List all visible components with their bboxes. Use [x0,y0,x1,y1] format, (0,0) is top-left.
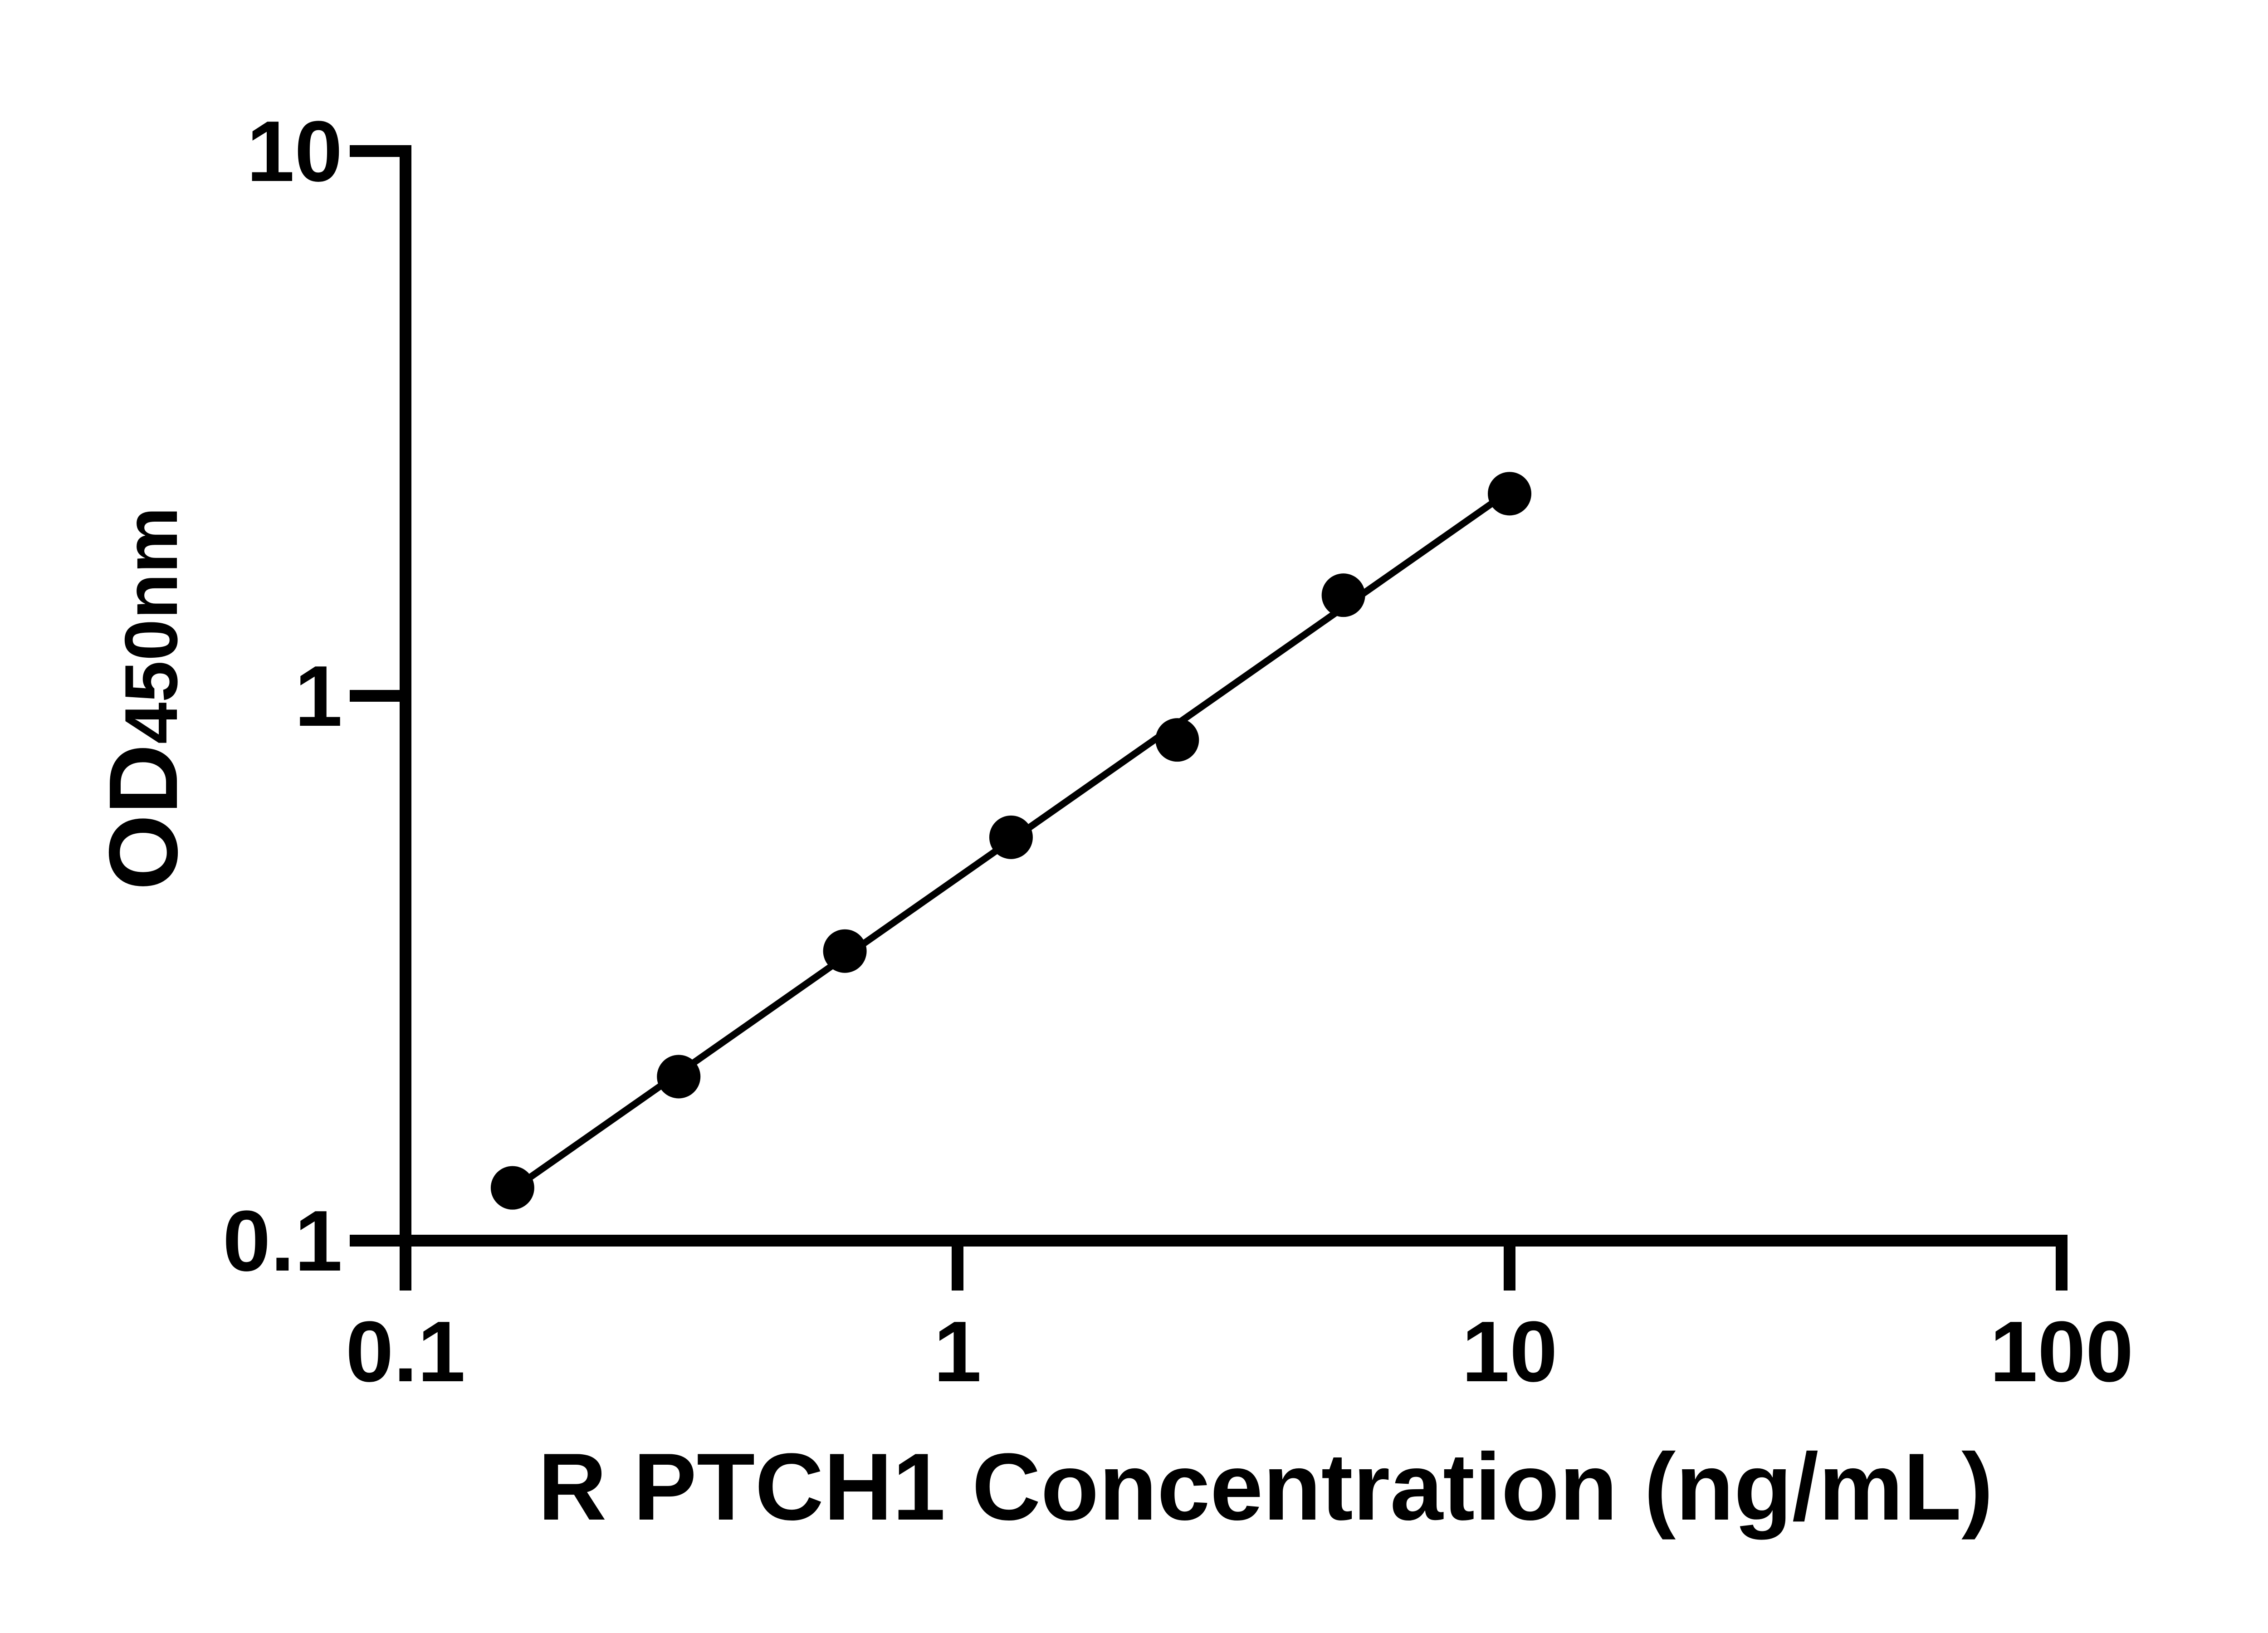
y-axis-title: OD450nm [88,507,198,890]
axes [400,145,2068,1247]
x-tick-label: 100 [1989,1304,2133,1400]
data-point [989,815,1033,859]
y-axis-ticks: 0.1 1 10 [223,103,400,1289]
x-tick [400,1247,411,1291]
y-tick-label: 1 [294,648,342,744]
x-tick-label: 1 [934,1304,982,1400]
y-tick-label: 0.1 [223,1193,342,1289]
y-axis-title-subscript: 450nm [109,507,193,744]
y-tick [350,1235,400,1247]
y-axis-spine [400,145,411,1247]
data-point [657,1055,701,1099]
data-point [1321,573,1365,617]
x-tick [2056,1247,2068,1291]
data-point [1155,718,1199,762]
y-tick [350,145,400,157]
x-axis-title: R PTCH1 Concentration (ng/mL) [538,1433,1993,1540]
y-tick [350,690,400,702]
data-series [490,472,1531,1210]
data-point [1488,472,1531,516]
x-tick [952,1247,963,1291]
x-tick [1504,1247,1515,1291]
x-tick-label: 0.1 [346,1304,465,1400]
y-axis-title-main: OD [88,744,198,890]
x-axis-spine [400,1235,2068,1247]
x-axis-ticks: 0.1 1 10 100 [346,1247,2134,1400]
data-point [490,1166,534,1210]
y-tick-label: 10 [247,103,342,200]
data-point [823,929,867,973]
x-tick-label: 10 [1461,1304,1557,1400]
